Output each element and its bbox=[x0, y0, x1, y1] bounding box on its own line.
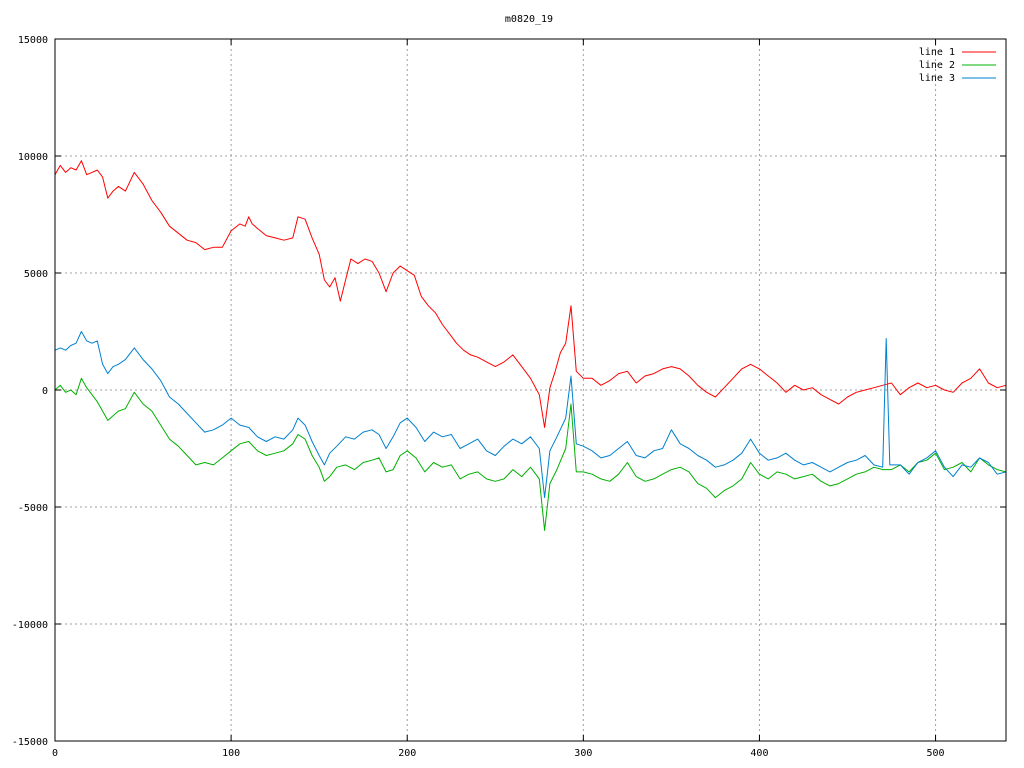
series-lines bbox=[54, 160, 1007, 531]
legend-label: line 1 bbox=[919, 47, 955, 58]
legend-label: line 2 bbox=[919, 60, 955, 71]
y-tick-label: -15000 bbox=[12, 737, 48, 748]
y-tick-labels: -15000 -10000 -5000 0 5000 10000 15000 bbox=[12, 35, 48, 748]
legend-label: line 3 bbox=[919, 73, 955, 84]
axis-ticks bbox=[54, 38, 1006, 742]
grid bbox=[55, 39, 1006, 741]
series-line-3 bbox=[54, 331, 1007, 499]
legend: line 1 line 2 line 3 bbox=[919, 47, 996, 84]
x-tick-label: 400 bbox=[750, 748, 768, 759]
y-tick-label: 10000 bbox=[18, 152, 48, 163]
y-tick-label: -5000 bbox=[18, 503, 48, 514]
series-line-2 bbox=[54, 377, 1007, 531]
x-tick-label: 500 bbox=[927, 748, 945, 759]
x-tick-label: 200 bbox=[398, 748, 416, 759]
series-line-1 bbox=[54, 160, 1007, 428]
y-tick-label: 0 bbox=[42, 386, 48, 397]
x-tick-labels: 0 100 200 300 400 500 bbox=[52, 748, 945, 759]
x-tick-label: 0 bbox=[52, 748, 58, 759]
y-tick-label: 15000 bbox=[18, 35, 48, 46]
x-tick-label: 100 bbox=[222, 748, 240, 759]
x-tick-label: 300 bbox=[574, 748, 592, 759]
y-tick-label: 5000 bbox=[24, 269, 48, 280]
y-tick-label: -10000 bbox=[12, 620, 48, 631]
chart-title: m0820_19 bbox=[505, 14, 553, 25]
